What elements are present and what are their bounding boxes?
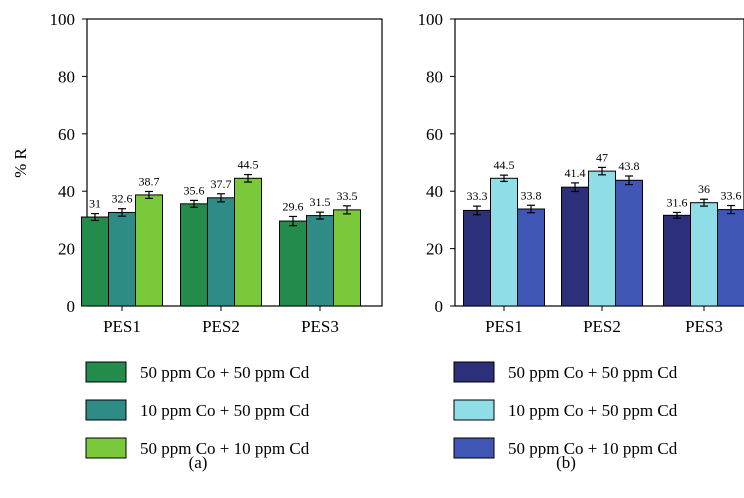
- bar: [464, 210, 491, 306]
- legend-item: 50 ppm Co + 50 ppm Cd: [454, 362, 678, 382]
- data-label: 33.5: [337, 189, 358, 203]
- y-axis-label: % R: [11, 147, 30, 177]
- x-tick-label: PES1: [103, 317, 141, 336]
- bar: [616, 180, 643, 306]
- y-tick-label: 20: [426, 240, 443, 259]
- y-tick-label: 100: [418, 10, 444, 29]
- data-label: 33.8: [521, 188, 542, 202]
- legend-swatch: [454, 362, 494, 382]
- chart-panel-b: 0 20 40 60 80 100 PES1 33.3 44.5 33.8 PES2 41.4 47 43…: [418, 10, 744, 472]
- legend-item: 10 ppm Co + 50 ppm Cd: [454, 400, 678, 420]
- y-tick-label: 60: [426, 125, 443, 144]
- bar: [235, 178, 262, 306]
- data-label: 35.6: [184, 183, 205, 197]
- bar: [181, 204, 208, 306]
- y-tick-label: 80: [58, 67, 75, 86]
- y-tick-label: 20: [58, 240, 75, 259]
- data-label: 47: [596, 150, 608, 164]
- y-tick-label: 40: [426, 182, 443, 201]
- data-label: 29.6: [283, 199, 304, 213]
- x-tick-label: PES3: [685, 317, 723, 336]
- y-tick-label: 100: [50, 10, 76, 29]
- chart-panel-a: 0 20 40 60 80 100 % R PES1 31 32.6 38.7 PES2 35.6 37.…: [11, 10, 382, 472]
- data-label: 31.6: [667, 195, 688, 209]
- x-tick-label: PES2: [583, 317, 621, 336]
- legend-swatch: [454, 400, 494, 420]
- data-label: 41.4: [565, 166, 586, 180]
- y-tick-label: 0: [435, 297, 444, 316]
- legend-label: 50 ppm Co + 50 ppm Cd: [140, 363, 310, 382]
- legend-swatch: [86, 400, 126, 420]
- legend-swatch: [86, 362, 126, 382]
- bar: [691, 203, 718, 306]
- bar: [518, 209, 545, 306]
- legend-label: 50 ppm Co + 10 ppm Cd: [508, 439, 678, 458]
- bar: [334, 210, 361, 306]
- legend-label: 50 ppm Co + 50 ppm Cd: [508, 363, 678, 382]
- panel-label: (b): [556, 453, 576, 472]
- data-label: 43.8: [619, 159, 640, 173]
- legend-item: 50 ppm Co + 50 ppm Cd: [86, 362, 310, 382]
- bar: [664, 215, 691, 306]
- bar: [109, 212, 136, 306]
- data-label: 33.3: [467, 189, 488, 203]
- data-label: 44.5: [494, 158, 515, 172]
- x-tick-label: PES2: [202, 317, 240, 336]
- y-tick-label: 0: [67, 297, 76, 316]
- bar: [307, 216, 334, 306]
- data-label: 32.6: [112, 192, 133, 206]
- bar: [82, 217, 109, 306]
- x-tick-label: PES3: [301, 317, 339, 336]
- y-tick-label: 60: [58, 125, 75, 144]
- data-label: 31.5: [310, 195, 331, 209]
- data-label: 37.7: [211, 177, 232, 191]
- panel-label: (a): [189, 453, 208, 472]
- data-label: 44.5: [238, 158, 259, 172]
- x-tick-label: PES1: [485, 317, 523, 336]
- bar: [491, 178, 518, 306]
- legend-label: 10 ppm Co + 50 ppm Cd: [508, 401, 678, 420]
- data-label: 38.7: [139, 174, 160, 188]
- y-tick-label: 80: [426, 67, 443, 86]
- bar: [589, 171, 616, 306]
- legend-label: 50 ppm Co + 10 ppm Cd: [140, 439, 310, 458]
- legend-swatch: [454, 438, 494, 458]
- data-label: 31: [89, 197, 101, 211]
- y-tick-label: 40: [58, 182, 75, 201]
- legend-item: 10 ppm Co + 50 ppm Cd: [86, 400, 310, 420]
- legend-swatch: [86, 438, 126, 458]
- bar: [280, 221, 307, 306]
- bar: [718, 210, 744, 306]
- data-label: 36: [698, 182, 710, 196]
- data-label: 33.6: [721, 189, 742, 203]
- legend-label: 10 ppm Co + 50 ppm Cd: [140, 401, 310, 420]
- bar: [562, 187, 589, 306]
- bar: [136, 195, 163, 306]
- bar: [208, 198, 235, 306]
